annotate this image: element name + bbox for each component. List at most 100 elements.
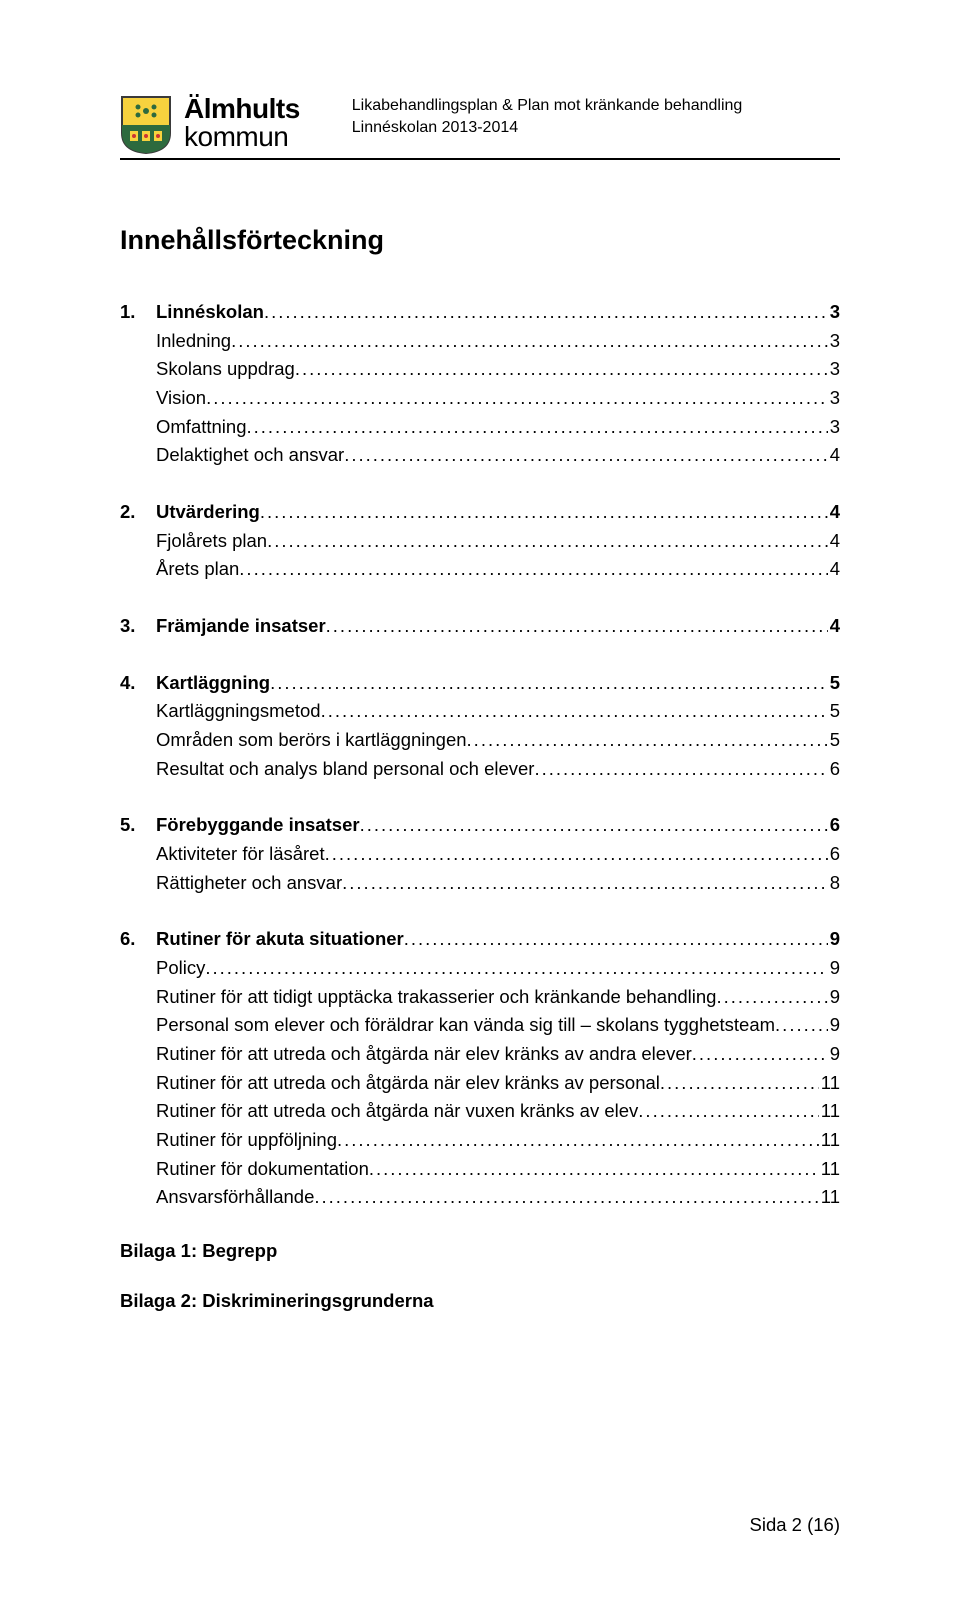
- toc-leader-dots: [325, 840, 828, 869]
- toc-row: Skolans uppdrag3: [120, 355, 840, 384]
- toc-leader-dots: [260, 498, 828, 527]
- toc-number: 6.: [120, 925, 156, 954]
- header-underline: [120, 158, 840, 160]
- appendices-list: Bilaga 1: BegreppBilaga 2: Diskriminerin…: [120, 1240, 840, 1312]
- toc-label: Vision: [156, 384, 206, 413]
- toc-page-number: 4: [828, 441, 840, 470]
- toc-row: Årets plan 4: [120, 555, 840, 584]
- toc-label: Resultat och analys bland personal och e…: [156, 755, 534, 784]
- toc-leader-dots: [247, 413, 828, 442]
- toc-page-number: 9: [828, 1040, 840, 1069]
- toc-label: Rutiner för att utreda och åtgärda när e…: [156, 1069, 660, 1098]
- toc-label: Förebyggande insatser: [156, 811, 360, 840]
- toc-leader-dots: [337, 1126, 819, 1155]
- toc-label: Aktiviteter för läsåret: [156, 840, 325, 869]
- toc-label: Rutiner för akuta situationer: [156, 925, 404, 954]
- toc-leader-dots: [342, 869, 828, 898]
- toc-label: Skolans uppdrag: [156, 355, 295, 384]
- toc-row: Rutiner för att utreda och åtgärda när e…: [120, 1040, 840, 1069]
- toc-page-number: 3: [828, 298, 840, 327]
- toc-label: Årets plan: [156, 555, 239, 584]
- toc-row: Rutiner för uppföljning11: [120, 1126, 840, 1155]
- table-of-contents: 1.Linnéskolan3Inledning3Skolans uppdrag3…: [120, 298, 840, 1212]
- toc-page-number: 4: [828, 555, 840, 584]
- toc-leader-dots: [360, 811, 828, 840]
- toc-row: Policy9: [120, 954, 840, 983]
- toc-label: Kartläggningsmetod: [156, 697, 321, 726]
- toc-label: Rättigheter och ansvar: [156, 869, 342, 898]
- toc-leader-dots: [264, 298, 828, 327]
- toc-number: 4.: [120, 669, 156, 698]
- toc-page-number: 3: [828, 384, 840, 413]
- toc-leader-dots: [205, 954, 827, 983]
- toc-label: Utvärdering: [156, 498, 260, 527]
- toc-label: Policy: [156, 954, 205, 983]
- toc-number: 2.: [120, 498, 156, 527]
- toc-row: Ansvarsförhållande11: [120, 1183, 840, 1212]
- toc-row: Omfattning3: [120, 413, 840, 442]
- toc-page-number: 11: [819, 1097, 840, 1126]
- toc-page-number: 4: [828, 612, 840, 641]
- toc-leader-dots: [660, 1069, 819, 1098]
- toc-row: Rättigheter och ansvar 8: [120, 869, 840, 898]
- toc-page-number: 9: [828, 925, 840, 954]
- toc-page-number: 9: [828, 1011, 840, 1040]
- toc-leader-dots: [369, 1155, 819, 1184]
- municipality-name: Älmhults kommun: [184, 95, 300, 151]
- org-name-line1: Älmhults: [184, 95, 300, 123]
- toc-row: Vision 3: [120, 384, 840, 413]
- document-header: Älmhults kommun Likabehandlingsplan & Pl…: [120, 95, 840, 155]
- toc-row: Personal som elever och föräldrar kan vä…: [120, 1011, 840, 1040]
- toc-label: Personal som elever och föräldrar kan vä…: [156, 1011, 775, 1040]
- toc-row: 5.Förebyggande insatser6: [120, 811, 840, 840]
- toc-leader-dots: [239, 555, 827, 584]
- toc-label: Fjolårets plan: [156, 527, 267, 556]
- toc-leader-dots: [638, 1097, 818, 1126]
- toc-page-number: 11: [819, 1126, 840, 1155]
- toc-label: Omfattning: [156, 413, 247, 442]
- toc-page-number: 11: [819, 1183, 840, 1212]
- toc-row: Rutiner för att utreda och åtgärda när e…: [120, 1069, 840, 1098]
- toc-page-number: 6: [828, 840, 840, 869]
- toc-leader-dots: [775, 1011, 828, 1040]
- org-name-line2: kommun: [184, 123, 300, 151]
- toc-row: Kartläggningsmetod5: [120, 697, 840, 726]
- toc-row: Delaktighet och ansvar4: [120, 441, 840, 470]
- toc-leader-dots: [404, 925, 828, 954]
- toc-page-number: 5: [828, 669, 840, 698]
- toc-row: 3.Främjande insatser4: [120, 612, 840, 641]
- toc-leader-dots: [231, 327, 828, 356]
- toc-leader-dots: [344, 441, 828, 470]
- toc-page-number: 11: [819, 1155, 840, 1184]
- toc-leader-dots: [534, 755, 827, 784]
- toc-row: Rutiner för dokumentation 11: [120, 1155, 840, 1184]
- toc-row: Inledning 3: [120, 327, 840, 356]
- toc-row: Områden som berörs i kartläggningen5: [120, 726, 840, 755]
- toc-label: Kartläggning: [156, 669, 270, 698]
- toc-page-number: 8: [828, 869, 840, 898]
- toc-leader-dots: [206, 384, 828, 413]
- toc-page-number: 3: [828, 327, 840, 356]
- toc-label: Rutiner för att utreda och åtgärda när e…: [156, 1040, 692, 1069]
- toc-row: 2.Utvärdering4: [120, 498, 840, 527]
- toc-leader-dots: [321, 697, 828, 726]
- toc-leader-dots: [467, 726, 828, 755]
- toc-page-number: 4: [828, 527, 840, 556]
- toc-page-number: 5: [828, 726, 840, 755]
- toc-page-number: 6: [828, 811, 840, 840]
- toc-label: Inledning: [156, 327, 231, 356]
- doc-title-line1: Likabehandlingsplan & Plan mot kränkande…: [352, 95, 743, 117]
- page-footer: Sida 2 (16): [750, 1514, 841, 1536]
- toc-leader-dots: [716, 983, 827, 1012]
- toc-row: Resultat och analys bland personal och e…: [120, 755, 840, 784]
- toc-number: 1.: [120, 298, 156, 327]
- toc-leader-dots: [267, 527, 828, 556]
- toc-number: 3.: [120, 612, 156, 641]
- toc-page-number: 6: [828, 755, 840, 784]
- municipality-crest-icon: [120, 95, 172, 155]
- toc-page-number: 9: [828, 983, 840, 1012]
- toc-row: Aktiviteter för läsåret 6: [120, 840, 840, 869]
- toc-leader-dots: [295, 355, 828, 384]
- toc-label: Rutiner för dokumentation: [156, 1155, 369, 1184]
- document-subtitle: Likabehandlingsplan & Plan mot kränkande…: [352, 95, 743, 140]
